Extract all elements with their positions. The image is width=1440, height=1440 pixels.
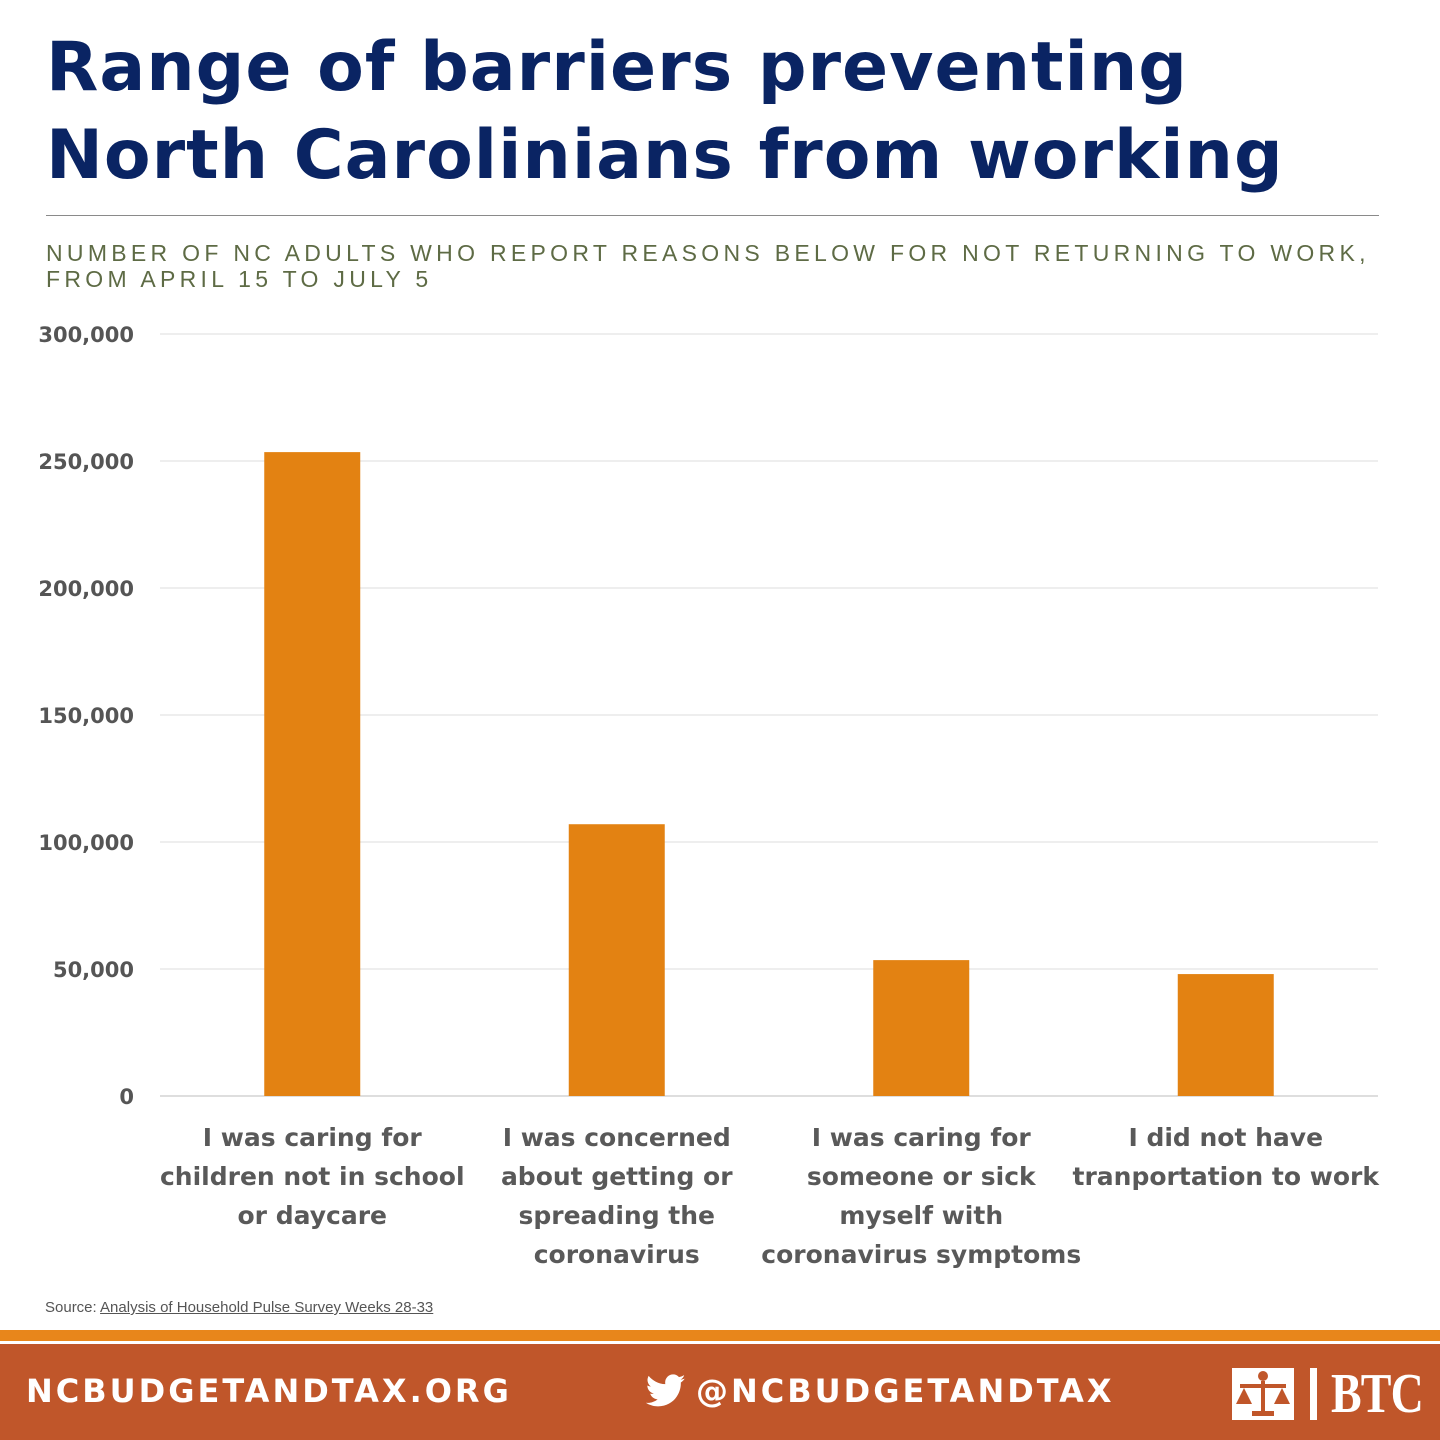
y-tick-label: 250,000 xyxy=(38,450,134,474)
footer-accent-stripe xyxy=(0,1330,1440,1341)
bar xyxy=(1177,974,1274,1096)
website-link[interactable]: NCBUDGETANDTAX.ORG xyxy=(26,1372,512,1410)
x-category-label: I did not have tranportation to work xyxy=(1073,1123,1381,1191)
x-category-label: I was caring for children not in school or… xyxy=(160,1123,465,1230)
bars xyxy=(264,452,1274,1096)
title-divider xyxy=(46,215,1379,216)
y-tick-label: 50,000 xyxy=(53,958,134,982)
y-axis-tick-labels: 0 50,000 100,000 150,000 200,000 250,000 300,0… xyxy=(38,323,134,1109)
y-tick-label: 100,000 xyxy=(38,831,134,855)
btc-logo: BTC xyxy=(1232,1366,1440,1422)
twitter-handle-text: @NCBUDGETANDTAX xyxy=(696,1372,1115,1410)
chart-subtitle: Number of NC adults who report reasons b… xyxy=(46,240,1370,292)
bar xyxy=(873,960,970,1096)
logo-separator xyxy=(1310,1368,1317,1420)
x-category-label: I was concerned about getting or spreading… xyxy=(501,1123,733,1269)
source-prefix: Source: xyxy=(45,1299,101,1316)
source-link[interactable]: Analysis of Household Pulse Survey Weeks… xyxy=(100,1299,434,1316)
logo-text: BTC xyxy=(1331,1363,1424,1425)
twitter-bird-icon xyxy=(646,1374,686,1407)
footer-bar: NCBUDGETANDTAX.ORG @NCBUDGETANDTAX BTC xyxy=(0,1344,1440,1440)
title-line-1: Range of barriers preventing xyxy=(46,28,1188,107)
y-tick-label: 0 xyxy=(119,1085,134,1109)
title-line-2: North Carolinians from working xyxy=(46,116,1284,195)
scales-of-justice-logo-icon xyxy=(1232,1368,1294,1420)
y-tick-label: 150,000 xyxy=(38,704,134,728)
chart-title: Range of barriers preventing North Carol… xyxy=(46,24,1406,200)
bar xyxy=(264,452,361,1096)
x-category-label: I was caring for someone or sick myself wi… xyxy=(761,1123,1081,1269)
gridlines xyxy=(160,333,1378,1097)
bar xyxy=(568,824,665,1096)
y-tick-label: 200,000 xyxy=(38,577,134,601)
source-note: Source: Analysis of Household Pulse Surv… xyxy=(45,1299,433,1316)
y-tick-label: 300,000 xyxy=(38,323,134,347)
twitter-handle-link[interactable]: @NCBUDGETANDTAX xyxy=(646,1372,1115,1410)
bar-chart: 0 50,000 100,000 150,000 200,000 250,000 300,0… xyxy=(38,323,1380,1269)
x-axis-category-labels: I was caring for children not in school or… xyxy=(160,1123,1380,1269)
